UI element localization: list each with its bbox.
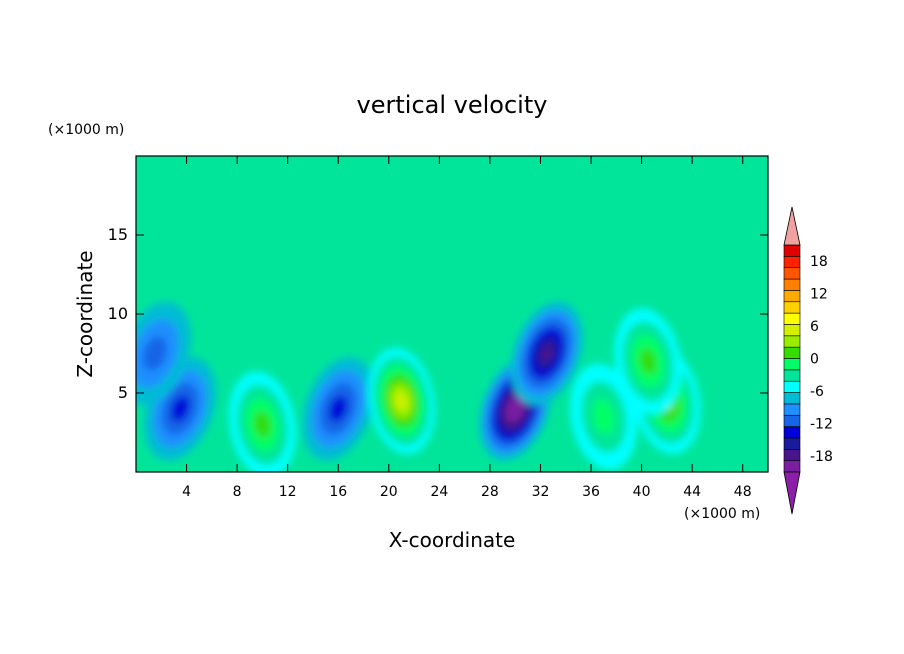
colorbar-band: [783, 426, 801, 439]
contour-band: [171, 395, 190, 422]
colorbar-band: [783, 312, 801, 325]
velocity-cell: [136, 301, 191, 406]
colorbar-band: [783, 403, 801, 416]
y-unit-label: (×1000 m): [48, 122, 124, 138]
colorbar-band: [783, 414, 801, 427]
velocity-cell: [614, 308, 682, 415]
colorbar-band: [783, 335, 801, 348]
velocity-cell: [302, 357, 375, 461]
colorbar-band: [783, 448, 801, 461]
colorbar-band: [783, 256, 801, 269]
x-tick-label: 44: [683, 484, 701, 500]
x-tick-label: 48: [734, 484, 752, 500]
colorbar-band: [783, 392, 801, 405]
x-tick-label: 16: [329, 484, 347, 500]
contour-band: [510, 402, 520, 416]
plot-area: [135, 155, 769, 473]
colorbar-band: [783, 380, 801, 393]
velocity-field: [136, 301, 701, 472]
colorbar-band: [783, 278, 801, 291]
colorbar-under-arrow: [783, 471, 801, 515]
contour-fill: [136, 301, 701, 472]
x-axis-label: X-coordinate: [389, 528, 516, 552]
velocity-cell: [228, 371, 297, 472]
colorbar-band: [783, 358, 801, 371]
y-axis: 5 10 15: [108, 225, 768, 402]
x-tick-label: 32: [532, 484, 550, 500]
velocity-cell: [510, 301, 583, 406]
x-tick-label: 12: [279, 484, 297, 500]
colorbar-band: [783, 324, 801, 337]
x-axis: 4 8 12 16 20 24 28 32 36 40 44 48: [182, 156, 752, 500]
x-unit-label: (×1000 m): [684, 506, 760, 522]
contour-band: [592, 398, 615, 435]
colorbar-band: [783, 244, 801, 257]
contour-band: [253, 411, 271, 438]
colorbar-band: [783, 369, 801, 382]
colorbar-label: -6: [810, 384, 824, 400]
x-tick-label: 36: [582, 484, 600, 500]
contour-band: [540, 344, 553, 363]
contour-band: [142, 336, 167, 371]
velocity-cell: [367, 347, 436, 455]
x-tick-label: 24: [430, 484, 448, 500]
contour-band: [395, 392, 408, 410]
colorbar-band: [783, 267, 801, 280]
chart-title: vertical velocity: [357, 91, 548, 119]
colorbar-label: 18: [810, 254, 828, 270]
x-tick-label: 40: [633, 484, 651, 500]
y-tick-label: 5: [118, 383, 128, 402]
contour-band: [639, 348, 657, 375]
velocity-cell: [569, 363, 638, 470]
colorbar: 18 12 6 0 -6 -12 -18: [783, 206, 833, 515]
y-tick-label: 10: [108, 304, 128, 323]
y-axis-label: Z-coordinate: [73, 250, 97, 377]
colorbar-label: 0: [810, 352, 819, 368]
colorbar-band: [783, 346, 801, 359]
y-tick-label: 15: [108, 225, 128, 244]
colorbar-label: 6: [810, 319, 819, 335]
colorbar-band: [783, 437, 801, 450]
colorbar-label: -18: [810, 449, 833, 465]
colorbar-label: -12: [810, 416, 833, 432]
contour-band: [329, 395, 348, 422]
x-tick-label: 8: [233, 484, 242, 500]
colorbar-band: [783, 290, 801, 303]
colorbar-label: 12: [810, 287, 828, 303]
colorbar-band: [783, 301, 801, 314]
x-tick-label: 20: [380, 484, 398, 500]
colorbar-over-arrow: [783, 206, 801, 246]
colorbar-band: [783, 460, 801, 473]
x-tick-label: 28: [481, 484, 499, 500]
x-tick-label: 4: [182, 484, 191, 500]
